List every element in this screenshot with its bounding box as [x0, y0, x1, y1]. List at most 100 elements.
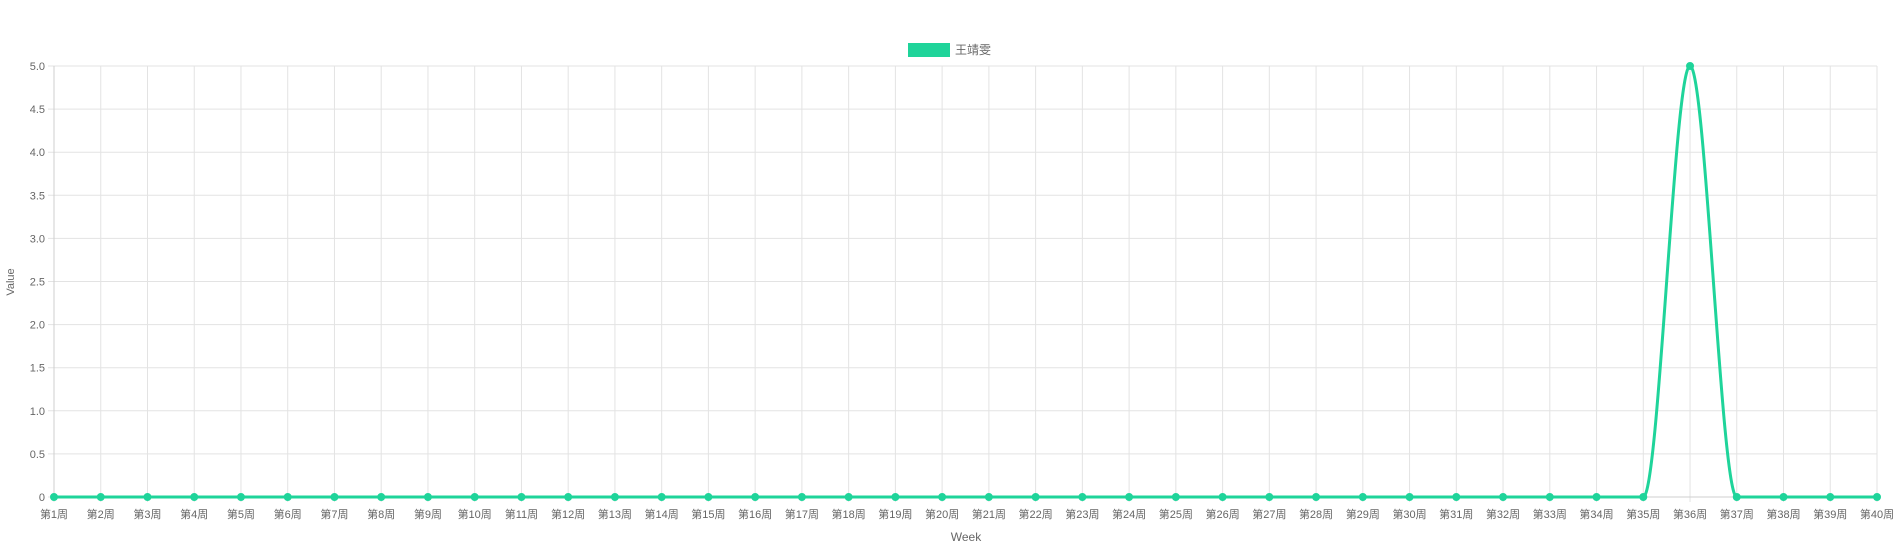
legend-swatch[interactable]: [908, 43, 950, 57]
data-point[interactable]: [1265, 493, 1274, 501]
x-tick-label: 第5周: [227, 507, 255, 521]
data-point[interactable]: [1171, 493, 1180, 501]
data-point[interactable]: [1312, 493, 1321, 501]
x-tick-label: 第2周: [87, 507, 115, 521]
x-tick-label: 第19周: [878, 507, 912, 521]
data-point[interactable]: [891, 493, 900, 501]
x-tick-label: 第1周: [40, 507, 68, 521]
y-tick-label: 4.5: [30, 104, 45, 116]
data-point[interactable]: [938, 493, 947, 501]
y-tick-label: 3.5: [30, 190, 45, 202]
x-tick-label: 第31周: [1439, 507, 1473, 521]
data-point[interactable]: [1358, 493, 1367, 501]
x-tick-label: 第6周: [274, 507, 302, 521]
x-tick-label: 第24周: [1112, 507, 1146, 521]
data-point[interactable]: [797, 493, 806, 501]
x-tick-label: 第37周: [1720, 507, 1754, 521]
x-tick-label: 第8周: [367, 507, 395, 521]
x-tick-label: 第34周: [1579, 507, 1613, 521]
data-point[interactable]: [1031, 493, 1040, 501]
data-point[interactable]: [704, 493, 713, 501]
data-point[interactable]: [190, 493, 199, 501]
x-tick-label: 第25周: [1159, 507, 1193, 521]
data-point[interactable]: [564, 493, 573, 501]
data-point[interactable]: [423, 493, 432, 501]
series-layer: [50, 62, 1881, 501]
data-point[interactable]: [751, 493, 760, 501]
data-point[interactable]: [1218, 493, 1227, 501]
x-tick-label: 第23周: [1065, 507, 1099, 521]
y-tick-label: 4.0: [30, 147, 45, 159]
x-tick-label: 第14周: [645, 507, 679, 521]
data-point[interactable]: [1452, 493, 1461, 501]
data-point[interactable]: [1639, 493, 1648, 501]
x-tick-label: 第12周: [551, 507, 585, 521]
x-tick-label: 第32周: [1486, 507, 1520, 521]
x-tick-label: 第39周: [1813, 507, 1847, 521]
x-tick-label: 第36周: [1673, 507, 1707, 521]
grid-lines: [48, 65, 1878, 502]
data-point[interactable]: [657, 493, 666, 501]
y-tick-label: 0: [39, 492, 45, 504]
data-point[interactable]: [1078, 493, 1087, 501]
x-tick-label: 第22周: [1018, 507, 1052, 521]
y-tick-label: 2.5: [30, 277, 45, 289]
data-point[interactable]: [1499, 493, 1508, 501]
data-point[interactable]: [330, 493, 339, 501]
data-point[interactable]: [283, 493, 292, 501]
data-point[interactable]: [236, 493, 245, 501]
data-point[interactable]: [1592, 493, 1601, 501]
x-tick-label: 第17周: [785, 507, 819, 521]
x-axis-title: Week: [951, 530, 982, 544]
x-tick-label: 第11周: [505, 507, 538, 521]
data-point[interactable]: [844, 493, 853, 501]
x-tick-label: 第9周: [414, 507, 442, 521]
data-point[interactable]: [1125, 493, 1134, 501]
y-tick-label: 3.0: [30, 233, 45, 245]
x-tick-label: 第38周: [1766, 507, 1800, 521]
x-tick-label: 第26周: [1205, 507, 1239, 521]
data-point[interactable]: [96, 493, 105, 501]
data-point[interactable]: [1732, 493, 1741, 501]
y-tick-label: 2.0: [30, 320, 45, 332]
y-tick-label: 1.0: [30, 406, 45, 418]
data-point[interactable]: [1405, 493, 1414, 501]
y-tick-label: 0.5: [30, 449, 45, 461]
x-tick-label: 第4周: [180, 507, 208, 521]
legend[interactable]: 王靖雯: [908, 43, 991, 57]
data-point[interactable]: [1545, 493, 1554, 501]
axes: 0 0.5 1.0 1.5 2.0 2.5 3.0 3.5 4.0 4.5 5.0 第1周 第2周 第3周…: [30, 61, 1894, 521]
x-tick-label: 第3周: [133, 507, 161, 521]
data-point[interactable]: [610, 493, 619, 501]
data-point[interactable]: [517, 493, 526, 501]
x-tick-label: 第35周: [1626, 507, 1660, 521]
data-point[interactable]: [984, 493, 993, 501]
x-tick-label: 第18周: [832, 507, 866, 521]
x-tick-label: 第29周: [1346, 507, 1380, 521]
data-point[interactable]: [1779, 493, 1788, 501]
x-tick-label: 第21周: [972, 507, 1006, 521]
x-tick-label: 第27周: [1252, 507, 1286, 521]
data-point[interactable]: [377, 493, 386, 501]
y-tick-label: 1.5: [30, 363, 45, 375]
x-tick-label: 第16周: [738, 507, 772, 521]
x-tick-label: 第20周: [925, 507, 959, 521]
x-tick-label: 第33周: [1533, 507, 1567, 521]
x-tick-label: 第28周: [1299, 507, 1333, 521]
x-tick-label: 第15周: [691, 507, 725, 521]
y-axis-title: Value: [5, 268, 17, 295]
data-point[interactable]: [143, 493, 152, 501]
data-point[interactable]: [1826, 493, 1835, 501]
data-point[interactable]: [1873, 493, 1881, 501]
data-point[interactable]: [1686, 62, 1695, 70]
data-point[interactable]: [470, 493, 479, 501]
x-tick-label: 第13周: [598, 507, 632, 521]
x-tick-label: 第7周: [320, 507, 348, 521]
legend-label[interactable]: 王靖雯: [955, 43, 991, 57]
data-point[interactable]: [50, 493, 58, 501]
x-tick-label: 第40周: [1860, 507, 1894, 521]
x-tick-label: 第10周: [458, 507, 492, 521]
y-tick-label: 5.0: [30, 61, 45, 73]
